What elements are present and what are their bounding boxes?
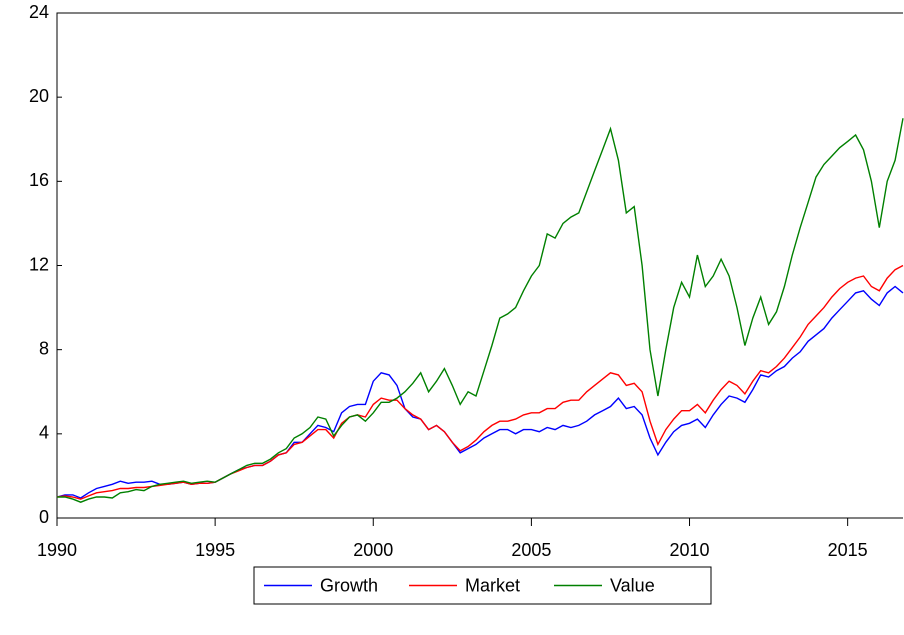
x-tick-label: 2015 bbox=[828, 540, 868, 560]
x-tick-label: 2005 bbox=[511, 540, 551, 560]
x-tick-label: 1995 bbox=[195, 540, 235, 560]
legend-label: Market bbox=[465, 575, 520, 595]
y-tick-label: 24 bbox=[29, 2, 49, 22]
plot-frame bbox=[56, 12, 903, 518]
y-tick-label: 4 bbox=[39, 423, 49, 443]
series-line bbox=[56, 264, 904, 500]
series-line bbox=[57, 118, 904, 503]
x-tick-label: 2000 bbox=[353, 540, 393, 560]
y-tick-label: 0 bbox=[39, 507, 49, 527]
x-tick-label: 2010 bbox=[669, 540, 709, 560]
y-tick-label: 12 bbox=[29, 254, 49, 274]
y-tick-label: 8 bbox=[39, 338, 49, 358]
legend-label: Value bbox=[610, 575, 655, 595]
y-tick-label: 16 bbox=[29, 170, 49, 190]
legend-box bbox=[253, 566, 712, 605]
series-line bbox=[56, 285, 904, 499]
legend-label: Growth bbox=[320, 575, 378, 595]
y-tick-label: 20 bbox=[29, 86, 49, 106]
x-tick-label: 1990 bbox=[37, 540, 77, 560]
